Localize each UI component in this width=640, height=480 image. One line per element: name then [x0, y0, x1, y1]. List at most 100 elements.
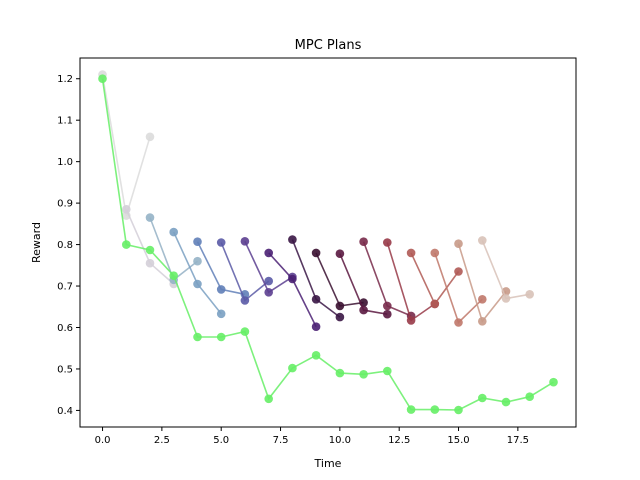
data-point-13-0: [406, 248, 416, 258]
data-point-2-2: [193, 256, 202, 266]
data-point-16-1: [501, 294, 511, 303]
data-point-17-17: [501, 397, 511, 407]
data-point-16-2: [525, 290, 534, 299]
x-tick-label: 5.0: [213, 435, 229, 446]
y-tick-label: 0.5: [57, 364, 73, 375]
data-point-17-10: [335, 368, 345, 378]
data-point-9-1: [335, 301, 345, 311]
data-point-3-1: [193, 279, 202, 289]
data-point-5-1: [240, 296, 250, 305]
data-point-12-0: [383, 238, 392, 247]
plot-area: [98, 70, 558, 415]
data-point-4-1: [216, 285, 226, 294]
data-point-17-14: [430, 405, 440, 414]
series-15: [454, 239, 511, 326]
x-tick-label: 15.0: [447, 435, 469, 446]
y-tick-label: 0.6: [57, 323, 73, 334]
data-point-3-0: [169, 227, 178, 237]
y-tick-label: 0.8: [57, 240, 73, 251]
data-point-17-19: [549, 377, 558, 387]
series-line-7: [268, 252, 317, 328]
data-point-2-0: [145, 213, 155, 222]
series-6: [240, 237, 297, 297]
y-tick-label: 0.7: [57, 282, 73, 293]
series-17: [98, 74, 558, 415]
data-point-16-0: [478, 236, 487, 245]
plot-frame: [79, 57, 577, 428]
data-point-17-7: [264, 394, 274, 404]
series-13: [406, 248, 463, 309]
x-tick-label: 12.5: [388, 435, 410, 446]
data-point-17-6: [240, 327, 250, 336]
series-7: [264, 248, 321, 332]
data-point-9-0: [311, 248, 321, 258]
data-point-13-1: [430, 299, 440, 309]
data-point-5-0: [216, 238, 226, 247]
series-5: [216, 238, 274, 305]
data-point-8-2: [335, 312, 345, 322]
data-point-7-1: [288, 274, 297, 284]
data-point-7-0: [264, 248, 274, 258]
data-point-1-1: [145, 258, 155, 268]
y-tick-label: 0.9: [57, 199, 73, 210]
data-point-12-1: [406, 316, 416, 325]
x-tick-label: 17.5: [507, 435, 529, 446]
data-point-1-0: [122, 205, 131, 214]
series-10: [335, 249, 392, 319]
y-tick-label: 1.1: [57, 116, 73, 127]
data-point-11-1: [383, 301, 392, 311]
data-point-15-1: [478, 317, 487, 326]
series-16: [478, 236, 534, 303]
series-3: [169, 227, 226, 319]
series-line-17: [101, 78, 554, 411]
y-axis: 0.4 0.5 0.6 0.7 0.8 0.9 1.0 1.1 1.2: [57, 74, 80, 417]
y-tick-label: 1.2: [57, 74, 73, 85]
data-point-14-1: [454, 318, 463, 327]
data-point-17-4: [193, 332, 202, 342]
series-line-0: [101, 74, 151, 216]
series-line-14: [434, 252, 483, 324]
data-point-5-2: [264, 276, 274, 286]
data-point-17-16: [478, 393, 487, 403]
series-line-9: [315, 252, 364, 307]
x-axis: 0.0 2.5 5.0 7.5 10.0 12.5 15.0 17.5: [95, 427, 529, 446]
data-point-10-0: [335, 249, 345, 258]
data-point-14-0: [430, 248, 440, 258]
series-8: [288, 235, 345, 322]
data-point-15-0: [454, 239, 463, 248]
data-point-17-1: [122, 240, 131, 249]
data-point-17-0: [98, 74, 107, 83]
data-point-8-1: [311, 295, 321, 304]
series-4: [193, 237, 250, 299]
data-point-4-0: [193, 237, 202, 246]
data-point-10-1: [359, 305, 368, 315]
data-point-17-18: [525, 392, 534, 402]
y-axis-label: Reward: [30, 222, 43, 263]
series-0: [98, 70, 155, 220]
y-tick-label: 0.4: [57, 406, 73, 417]
x-axis-label: Time: [314, 457, 342, 470]
data-point-17-13: [406, 405, 416, 414]
x-tick-label: 7.5: [273, 435, 289, 446]
chart-title: MPC Plans: [295, 38, 362, 53]
data-point-17-5: [216, 332, 226, 342]
data-point-17-11: [359, 370, 368, 379]
data-point-11-0: [359, 237, 368, 246]
data-point-17-9: [311, 351, 321, 360]
data-point-14-2: [478, 295, 487, 304]
series-line-13: [410, 252, 460, 306]
data-point-8-0: [288, 235, 297, 244]
data-point-17-8: [288, 363, 297, 373]
data-point-7-2: [311, 322, 321, 332]
data-point-13-2: [454, 267, 463, 276]
x-tick-label: 0.0: [95, 435, 111, 446]
data-point-3-2: [216, 309, 226, 319]
data-point-6-1: [264, 288, 274, 297]
data-point-17-15: [454, 405, 463, 415]
data-point-17-2: [145, 245, 155, 255]
y-tick-label: 1.0: [57, 157, 73, 168]
x-tick-label: 10.0: [329, 435, 351, 446]
data-point-0-2: [145, 132, 155, 142]
x-tick-label: 2.5: [154, 435, 170, 446]
